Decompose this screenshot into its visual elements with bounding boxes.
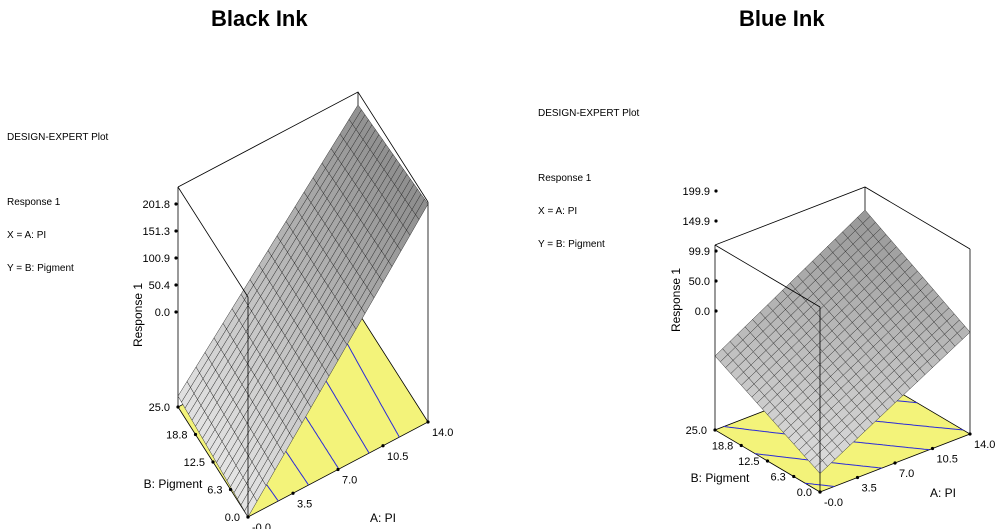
b-tick-mark [713, 428, 717, 432]
z-tick-mark [174, 202, 178, 206]
x-assignment: X = A: PI [7, 230, 47, 241]
a-tick-label: 14.0 [432, 427, 453, 439]
a-axis-label: A: PI [930, 486, 956, 500]
plot-name: DESIGN-EXPERT Plot [538, 108, 640, 119]
response-label: Response 1 [7, 197, 61, 208]
b-tick-label: 18.8 [166, 430, 187, 442]
z-tick-mark [714, 219, 718, 223]
b-tick-label: 6.3 [207, 485, 222, 497]
b-tick-mark [765, 459, 770, 463]
b-tick-label: 12.5 [184, 457, 205, 469]
z-tick-mark [714, 309, 718, 313]
a-tick-label: 10.5 [387, 451, 408, 463]
a-tick-label: -0.0 [252, 522, 271, 529]
b-tick-label: 25.0 [686, 425, 707, 437]
z-tick-label: 149.9 [682, 216, 710, 228]
z-tick-mark [174, 283, 178, 287]
box-edge [714, 244, 821, 308]
b-tick-mark [176, 405, 180, 409]
z-tick-label: 99.9 [689, 246, 710, 258]
a-tick-label: -0.0 [824, 497, 843, 509]
chart-title-blue: Blue Ink [739, 6, 825, 31]
plot-name: DESIGN-EXPERT Plot [7, 132, 109, 143]
a-tick-mark [291, 491, 295, 495]
b-tick-label: 25.0 [149, 402, 170, 414]
b-tick-mark [792, 474, 796, 479]
a-tick-mark [246, 515, 250, 519]
z-tick-label: 201.8 [142, 199, 170, 211]
z-tick-label: 0.0 [155, 307, 170, 319]
surface-cell [814, 460, 828, 474]
plot-info-blue: DESIGN-EXPERT Plot Response 1 X = A: PI … [538, 86, 639, 261]
z-tick-label: 100.9 [142, 253, 170, 265]
b-tick-label: 6.3 [770, 472, 785, 484]
z-tick-label: 50.4 [149, 280, 170, 292]
z-axis-label: Response 1 [131, 283, 145, 347]
y-assignment: Y = B: Pigment [538, 239, 605, 250]
a-axis-label: A: PI [370, 511, 396, 525]
a-tick-label: 3.5 [862, 483, 877, 495]
b-tick-label: 0.0 [797, 487, 812, 499]
a-tick-mark [968, 432, 972, 436]
z-tick-label: 151.3 [142, 226, 170, 238]
z-tick-label: 0.0 [695, 306, 710, 318]
z-tick-mark [714, 249, 718, 253]
b-axis-label: B: Pigment [691, 471, 750, 485]
b-tick-mark [193, 432, 198, 437]
b-tick-label: 12.5 [738, 456, 759, 468]
x-assignment: X = A: PI [538, 206, 578, 217]
a-tick-mark [818, 490, 822, 494]
a-tick-mark [930, 446, 935, 451]
z-axis-label: Response 1 [669, 268, 683, 332]
z-tick-mark [174, 256, 178, 260]
a-tick-label: 14.0 [974, 439, 995, 451]
box-edge [177, 91, 429, 203]
response-surface [177, 104, 429, 518]
a-tick-label: 7.0 [342, 475, 357, 487]
response-label: Response 1 [538, 173, 592, 184]
z-tick-mark [714, 279, 718, 283]
a-tick-mark [893, 461, 897, 465]
a-tick-label: 10.5 [937, 454, 958, 466]
z-tick-label: 199.9 [682, 186, 710, 198]
a-tick-mark [336, 467, 340, 472]
z-tick-mark [174, 229, 178, 233]
z-tick-mark [174, 310, 178, 314]
b-tick-mark [211, 460, 215, 464]
a-tick-label: 7.0 [899, 468, 914, 480]
a-tick-mark [426, 420, 430, 424]
z-tick-mark [714, 189, 718, 193]
b-tick-label: 18.8 [712, 441, 733, 453]
z-tick-label: 50.0 [689, 276, 710, 288]
b-tick-mark [739, 443, 743, 448]
b-axis-label: B: Pigment [144, 477, 203, 491]
box-edge [177, 186, 249, 298]
box-edge [714, 186, 971, 250]
a-tick-mark [381, 444, 385, 448]
plot-info-black: DESIGN-EXPERT Plot Response 1 X = A: PI … [7, 110, 108, 285]
b-tick-mark [228, 487, 233, 492]
y-assignment: Y = B: Pigment [7, 263, 74, 274]
a-tick-label: 3.5 [297, 498, 312, 510]
a-tick-mark [855, 475, 860, 480]
b-tick-label: 0.0 [225, 512, 240, 524]
chart-title-black: Black Ink [211, 6, 308, 31]
